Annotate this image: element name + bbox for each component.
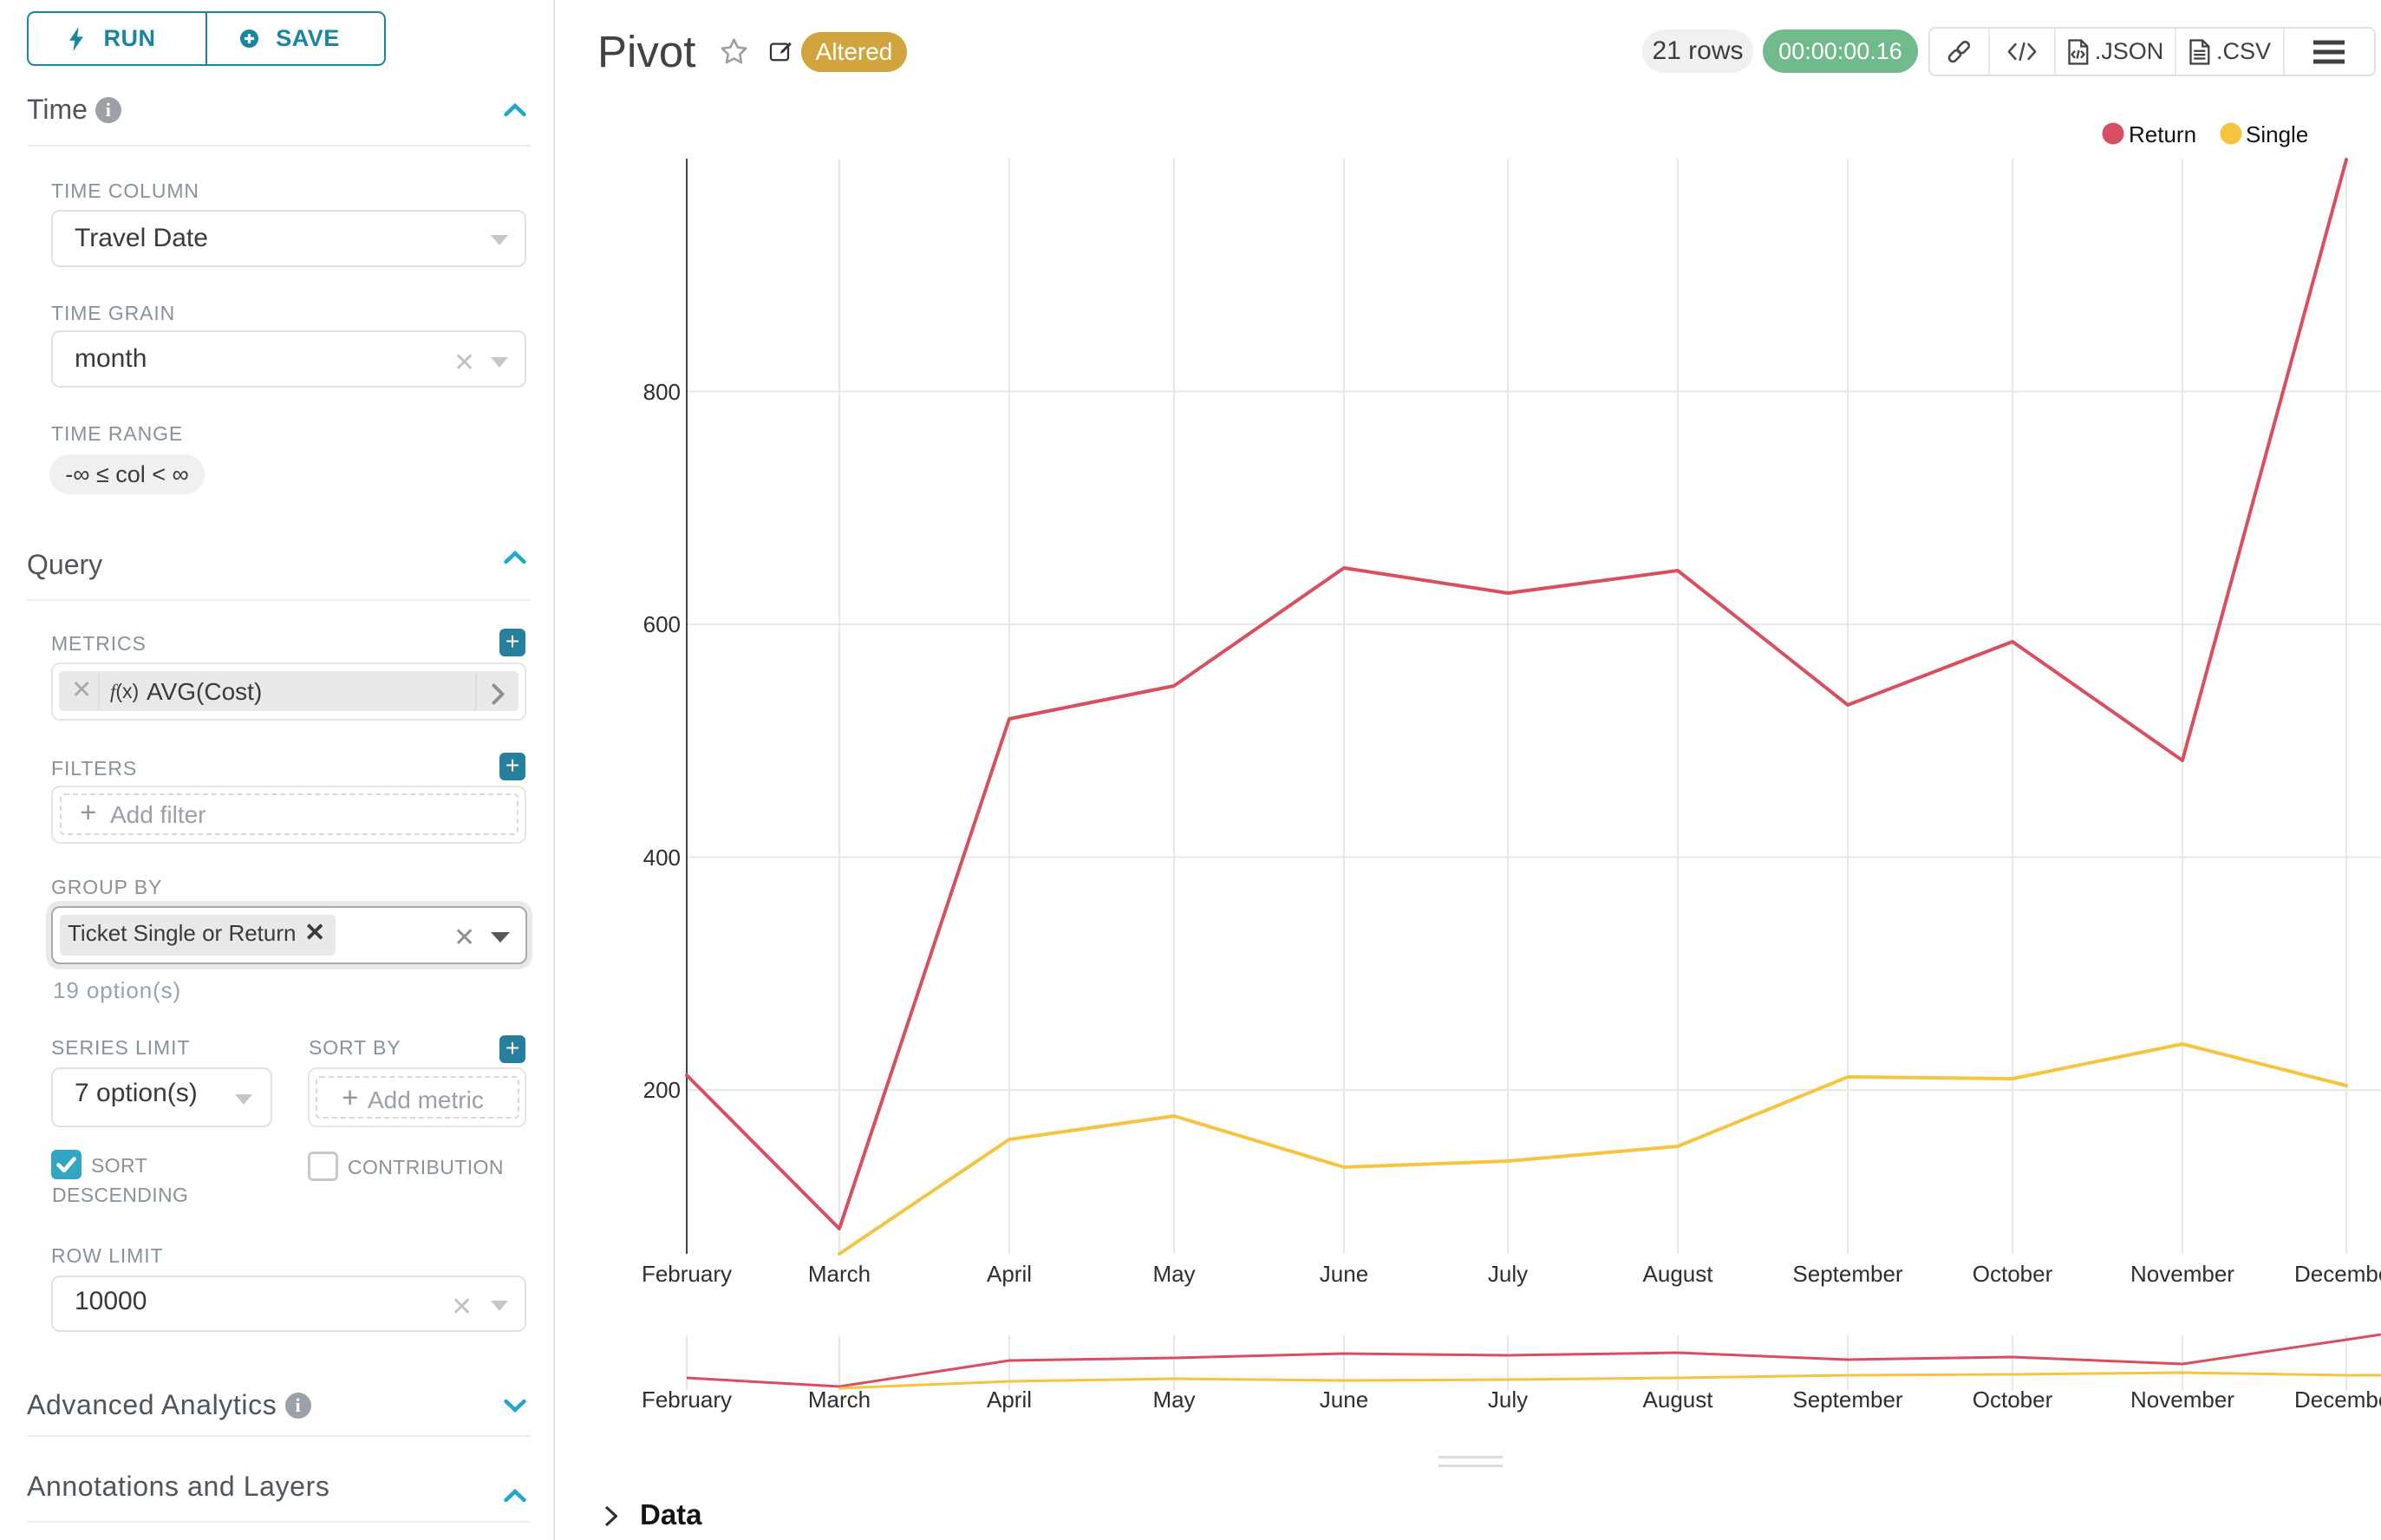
svg-text:800: 800 — [643, 379, 681, 405]
svg-text:Return: Return — [2129, 121, 2196, 147]
svg-text:December: December — [2294, 1261, 2381, 1287]
svg-text:September: September — [1792, 1261, 1903, 1287]
svg-text:August: August — [1643, 1261, 1714, 1287]
svg-text:March: March — [808, 1261, 871, 1287]
svg-text:200: 200 — [643, 1077, 681, 1103]
svg-text:400: 400 — [643, 845, 681, 871]
svg-text:June: June — [1320, 1387, 1368, 1413]
svg-text:July: July — [1488, 1261, 1528, 1287]
svg-text:April: April — [987, 1387, 1032, 1413]
svg-text:May: May — [1152, 1387, 1195, 1413]
svg-text:July: July — [1488, 1387, 1528, 1413]
svg-text:February: February — [642, 1387, 732, 1413]
svg-text:April: April — [987, 1261, 1032, 1287]
svg-text:October: October — [1973, 1387, 2053, 1413]
svg-text:May: May — [1152, 1261, 1195, 1287]
svg-text:February: February — [642, 1261, 732, 1287]
svg-text:Single: Single — [2246, 121, 2308, 147]
svg-text:December: December — [2294, 1387, 2381, 1413]
svg-text:November: November — [2130, 1261, 2234, 1287]
svg-text:June: June — [1320, 1261, 1368, 1287]
svg-text:August: August — [1643, 1387, 1714, 1413]
svg-text:March: March — [808, 1387, 871, 1413]
svg-text:November: November — [2130, 1387, 2234, 1413]
svg-text:September: September — [1792, 1387, 1903, 1413]
svg-text:600: 600 — [643, 611, 681, 637]
svg-text:October: October — [1973, 1261, 2053, 1287]
